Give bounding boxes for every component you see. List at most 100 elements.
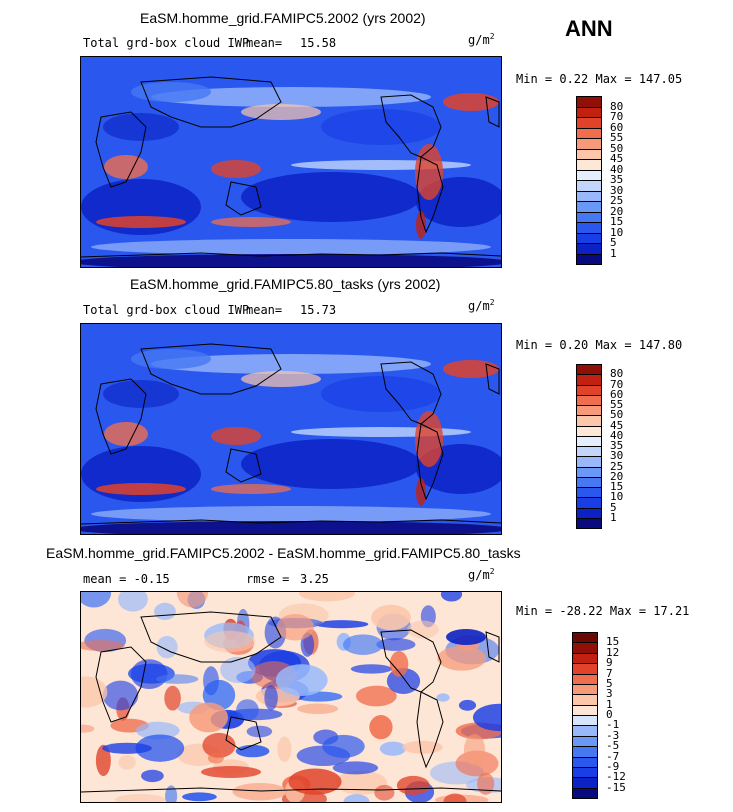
panel1-mean-value: 15.58	[300, 36, 337, 50]
colorbar-cell	[576, 148, 602, 160]
colorbar-cell	[572, 683, 598, 696]
colorbar-tick-label: 80	[610, 99, 624, 113]
colorbar-tick-label: 15	[606, 635, 620, 649]
field-blob	[241, 371, 321, 387]
colorbar-tick-label: -5	[606, 739, 620, 753]
panel3-units: g/m2	[468, 567, 495, 582]
colorbar-tick-label: 25	[610, 459, 624, 473]
field-blob	[81, 640, 125, 652]
panel2-units: g/m2	[468, 298, 495, 313]
field-blob	[443, 360, 499, 378]
field-blob	[151, 354, 431, 374]
colorbar-cell	[572, 766, 598, 779]
field-blob	[343, 794, 370, 802]
field-blob	[103, 113, 179, 141]
colorbar-cell	[576, 222, 602, 234]
panel2-mean-value: 15.73	[300, 303, 337, 317]
field-blob	[164, 685, 181, 711]
field-blob	[299, 592, 355, 602]
colorbar-tick-label: -15	[606, 780, 626, 794]
colorbar-tick-label: 15	[610, 215, 624, 228]
field-blob	[369, 715, 393, 740]
colorbar-tick-label: 30	[610, 183, 624, 197]
colorbar-cell	[576, 169, 602, 181]
continent-outline	[95, 378, 147, 455]
field-blob	[264, 685, 278, 711]
colorbar-tick-label: 9	[606, 656, 613, 670]
colorbar-tick-label: 10	[610, 225, 624, 239]
field-blob	[176, 592, 209, 608]
field-blob	[321, 109, 441, 145]
field-blob	[81, 521, 501, 534]
colorbar-cell	[572, 632, 598, 644]
field-blob	[203, 666, 219, 696]
field-blob	[275, 664, 328, 696]
field-blob	[236, 699, 259, 721]
field-blob	[436, 693, 450, 702]
field-blob	[297, 703, 339, 715]
colorbar-tick-label: 50	[610, 408, 624, 422]
colorbar-tick-label: 40	[610, 428, 624, 442]
colorbar-tick-label: 55	[610, 398, 624, 411]
colorbar-tick-label: 70	[610, 110, 624, 123]
continent-outline	[225, 716, 262, 751]
colorbar-cell	[576, 394, 602, 406]
field-blob	[342, 634, 384, 655]
field-blob	[115, 794, 166, 802]
colorbar-tick-label: 35	[610, 439, 624, 452]
panel2-title: EaSM.homme_grid.FAMIPC5.80_tasks (yrs 20…	[130, 276, 441, 292]
colorbar-cell	[576, 243, 602, 255]
panel1-variable: Total grd-box cloud IWP	[83, 36, 250, 50]
field-blob	[440, 592, 463, 602]
colorbar-cell	[576, 507, 602, 519]
field-blob	[81, 724, 95, 733]
colorbar-cell	[576, 211, 602, 223]
continent-outline	[485, 363, 500, 395]
colorbar-cell	[576, 466, 602, 478]
field-blob	[241, 104, 321, 120]
colorbar-tick-label: 12	[606, 645, 620, 659]
field-blob	[130, 659, 168, 690]
colorbar-tick-label: 60	[610, 387, 624, 401]
colorbar-tick-label: 35	[610, 173, 624, 186]
panel1-colorbar	[576, 96, 602, 265]
colorbar-cell	[576, 435, 602, 447]
field-blob	[402, 740, 443, 754]
field-blob	[102, 742, 152, 754]
field-blob	[374, 784, 395, 801]
map-field	[81, 592, 501, 802]
map-field	[81, 324, 501, 534]
antarctica-outline	[81, 519, 501, 525]
field-blob	[220, 656, 256, 683]
field-blob	[91, 239, 491, 255]
field-blob	[102, 680, 139, 711]
field-blob	[241, 439, 421, 489]
colorbar-tick-label: 5	[610, 500, 617, 514]
field-blob	[288, 768, 342, 795]
continent-outline	[225, 448, 262, 483]
colorbar-cell	[576, 138, 602, 150]
panel1-map	[80, 56, 502, 268]
colorbar-cell	[572, 725, 598, 737]
colorbar-tick-label: 80	[610, 367, 624, 381]
colorbar-tick-label: 20	[610, 469, 624, 483]
continent-outline	[140, 611, 282, 663]
field-blob	[182, 792, 217, 802]
field-blob	[276, 614, 315, 641]
field-blob	[314, 620, 369, 629]
colorbar-cell	[576, 127, 602, 139]
field-blob	[291, 160, 471, 170]
colorbar-cell	[576, 425, 602, 437]
colorbar-cell	[572, 787, 598, 799]
field-blob	[202, 732, 236, 758]
field-blob	[332, 761, 379, 775]
field-blob	[407, 620, 439, 639]
colorbar-tick-label: 5	[610, 236, 617, 249]
colorbar-cell	[572, 735, 598, 748]
panel3-colorbar	[572, 632, 598, 799]
continent-outline	[416, 156, 444, 234]
continent-outline	[416, 691, 444, 769]
field-blob	[322, 734, 365, 758]
colorbar-tick-label: -12	[606, 770, 626, 784]
colorbar-cell	[572, 746, 598, 758]
